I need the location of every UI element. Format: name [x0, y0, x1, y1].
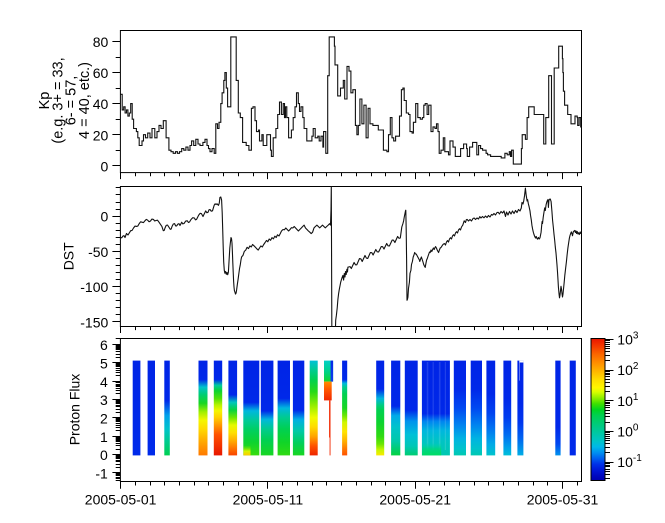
svg-text:(e.g. 3+ = 33,: (e.g. 3+ = 33,: [50, 57, 66, 143]
svg-text:4 = 40, etc.): 4 = 40, etc.): [77, 62, 93, 139]
svg-text:2: 2: [100, 410, 108, 426]
svg-text:80: 80: [93, 34, 109, 50]
svg-text:6- = 57,: 6- = 57,: [64, 76, 80, 126]
svg-text:DST: DST: [60, 242, 76, 270]
svg-text:2005-05-11: 2005-05-11: [233, 492, 304, 508]
svg-text:Kp: Kp: [37, 92, 53, 110]
svg-text:-50: -50: [88, 244, 108, 260]
svg-text:60: 60: [93, 65, 109, 81]
svg-text:2005-05-01: 2005-05-01: [85, 492, 157, 508]
svg-text:Proton Flux: Proton Flux: [67, 374, 83, 446]
svg-text:0: 0: [101, 209, 109, 225]
svg-text:-1: -1: [95, 466, 108, 482]
svg-text:3: 3: [100, 392, 108, 408]
svg-text:-100: -100: [80, 279, 108, 295]
svg-text:0: 0: [101, 158, 109, 174]
svg-text:2005-05-21: 2005-05-21: [379, 492, 451, 508]
svg-text:40: 40: [93, 96, 109, 112]
svg-text:4: 4: [100, 374, 108, 390]
svg-text:2005-05-31: 2005-05-31: [527, 492, 599, 508]
svg-text:6: 6: [100, 337, 108, 353]
svg-text:5: 5: [100, 355, 108, 371]
svg-text:0: 0: [100, 447, 108, 463]
svg-text:1: 1: [100, 429, 108, 445]
svg-text:20: 20: [93, 127, 109, 143]
svg-text:-150: -150: [80, 314, 108, 330]
